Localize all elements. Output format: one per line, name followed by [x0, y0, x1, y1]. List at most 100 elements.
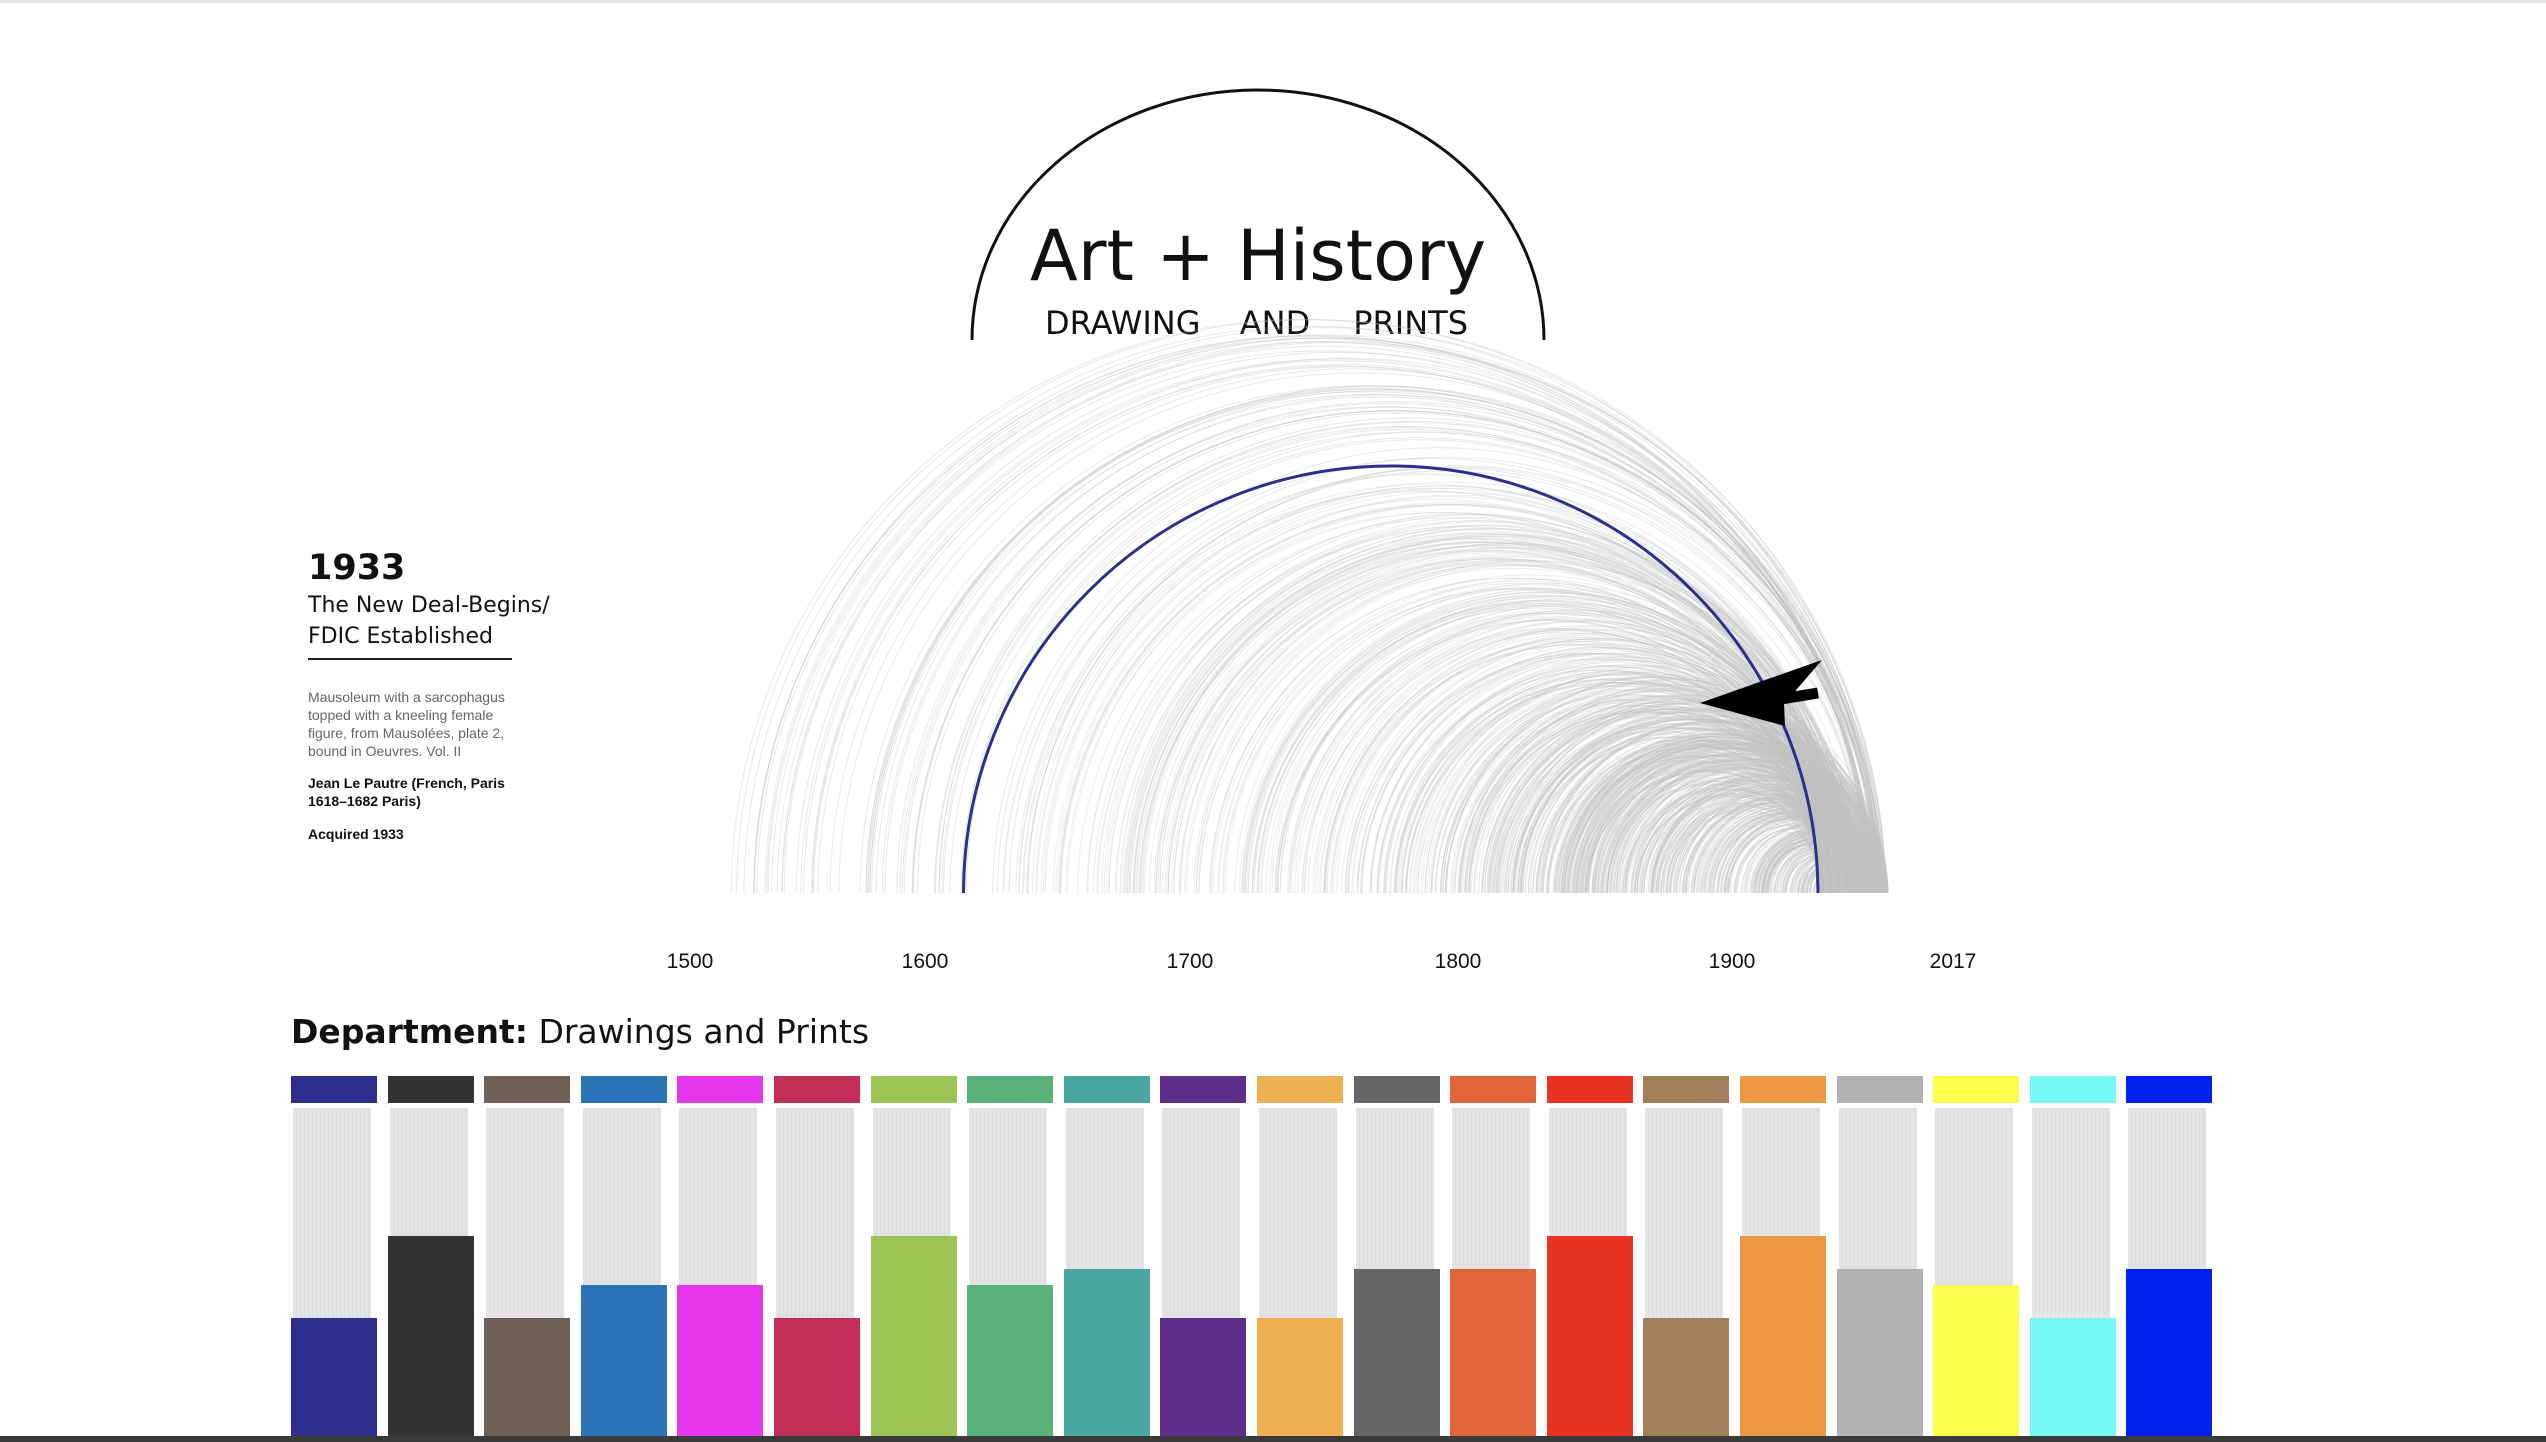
artwork-arc	[829, 368, 1880, 894]
artwork-arc	[1596, 773, 1837, 894]
department-bar[interactable]	[1063, 1076, 1150, 1436]
department-swatch[interactable]	[677, 1076, 764, 1103]
department-bar[interactable]	[484, 1076, 571, 1436]
artwork-arc	[1497, 707, 1869, 894]
artwork-arc	[1521, 719, 1869, 893]
artwork-arc	[1500, 700, 1887, 894]
department-bar[interactable]	[1740, 1076, 1826, 1436]
department-bar[interactable]	[387, 1076, 474, 1436]
department-bar[interactable]	[1257, 1076, 1343, 1436]
department-swatch[interactable]	[484, 1076, 571, 1103]
artwork-arc	[1844, 877, 1876, 894]
department-swatch[interactable]	[2126, 1076, 2213, 1103]
artwork-arc	[1129, 537, 1843, 894]
artwork-arc	[1496, 730, 1822, 894]
artwork-arc	[1655, 790, 1861, 894]
artwork-arc	[1222, 588, 1832, 894]
department-swatch[interactable]	[774, 1076, 860, 1103]
artwork-arc	[1538, 723, 1879, 894]
department-bar[interactable]	[2029, 1076, 2116, 1436]
artwork-arc	[1154, 544, 1853, 893]
artwork-arc	[1376, 669, 1824, 894]
department-bar[interactable]	[774, 1076, 860, 1436]
artwork-arc	[1303, 615, 1860, 894]
artwork-arc	[1767, 836, 1881, 894]
bar-fill	[870, 1236, 957, 1436]
artwork-arc	[1557, 760, 1824, 894]
artwork-arc	[1851, 889, 1860, 894]
department-bar[interactable]	[1933, 1076, 2020, 1436]
artwork-arc	[1797, 862, 1860, 894]
artwork-arc	[1621, 786, 1837, 894]
artwork-arc	[1023, 488, 1834, 894]
artwork-arc	[1723, 816, 1877, 894]
department-swatch[interactable]	[1160, 1076, 1247, 1103]
department-swatch[interactable]	[291, 1076, 377, 1103]
department-swatch[interactable]	[967, 1076, 1054, 1103]
department-swatch[interactable]	[1450, 1076, 1537, 1103]
artwork-arc	[1395, 670, 1840, 894]
artwork-arc	[1872, 885, 1889, 894]
department-bar[interactable]	[1160, 1076, 1247, 1436]
department-bar[interactable]	[291, 1076, 377, 1436]
artwork-arc	[1783, 849, 1871, 894]
department-swatch[interactable]	[1836, 1076, 1923, 1103]
department-value: Drawings and Prints	[538, 1012, 870, 1051]
artwork-arc	[1566, 743, 1866, 894]
artwork-arc	[1588, 747, 1880, 894]
artwork-arc	[1488, 708, 1858, 894]
artwork-arc	[1522, 735, 1837, 894]
department-swatch[interactable]	[1740, 1076, 1826, 1103]
department-bar[interactable]	[1450, 1076, 1537, 1436]
department-swatch[interactable]	[1257, 1076, 1343, 1103]
bottom-scrollbar[interactable]	[0, 1436, 2546, 1442]
artwork-arc	[1507, 733, 1826, 894]
artwork-arc	[1708, 806, 1881, 894]
department-bar[interactable]	[1546, 1076, 1633, 1436]
artwork-arc	[800, 358, 1870, 894]
department-bar[interactable]	[1643, 1076, 1730, 1436]
artwork-arc	[1634, 767, 1889, 894]
artwork-arc	[1579, 748, 1870, 894]
artwork-arc	[1578, 740, 1884, 894]
artwork-arc	[1481, 712, 1846, 894]
department-bar[interactable]	[967, 1076, 1054, 1436]
department-swatch[interactable]	[1546, 1076, 1633, 1103]
artwork-arc	[1775, 848, 1866, 894]
artwork-arc	[1558, 733, 1879, 894]
artwork-arc	[1093, 514, 1851, 894]
department-swatch[interactable]	[580, 1076, 667, 1103]
artwork-arc	[1324, 645, 1822, 894]
artwork-arc	[1564, 746, 1858, 894]
artwork-arc	[1323, 637, 1836, 894]
department-bar[interactable]	[2126, 1076, 2213, 1436]
artwork-arc	[1243, 587, 1854, 894]
department-swatch[interactable]	[870, 1076, 957, 1103]
artwork-arc	[1008, 456, 1882, 894]
artwork-arc	[1485, 695, 1882, 893]
department-bar[interactable]	[1836, 1076, 1923, 1436]
artwork-arc	[1609, 763, 1870, 894]
artwork-arc	[1846, 878, 1877, 894]
artwork-arc	[1166, 560, 1833, 894]
department-bar[interactable]	[1353, 1076, 1440, 1436]
artwork-arc	[1691, 797, 1883, 894]
department-swatch[interactable]	[1063, 1076, 1150, 1103]
department-bar[interactable]	[580, 1076, 667, 1436]
department-swatch[interactable]	[1353, 1076, 1440, 1103]
artwork-arc	[1593, 768, 1844, 894]
artwork-arc	[1736, 825, 1873, 894]
department-bar[interactable]	[870, 1076, 957, 1436]
arrow-icon-head	[1700, 660, 1822, 726]
department-swatch[interactable]	[1643, 1076, 1730, 1103]
department-swatch[interactable]	[387, 1076, 474, 1103]
department-swatch[interactable]	[1933, 1076, 2020, 1103]
artwork-arc	[1845, 884, 1863, 894]
artwork-arc	[1514, 709, 1883, 894]
artwork-arc	[1370, 648, 1861, 894]
department-swatch[interactable]	[2029, 1076, 2116, 1103]
artwork-arc	[1753, 837, 1866, 894]
department-bar[interactable]	[677, 1076, 764, 1436]
artwork-arc	[1806, 865, 1861, 894]
artwork-arc	[1332, 644, 1830, 893]
